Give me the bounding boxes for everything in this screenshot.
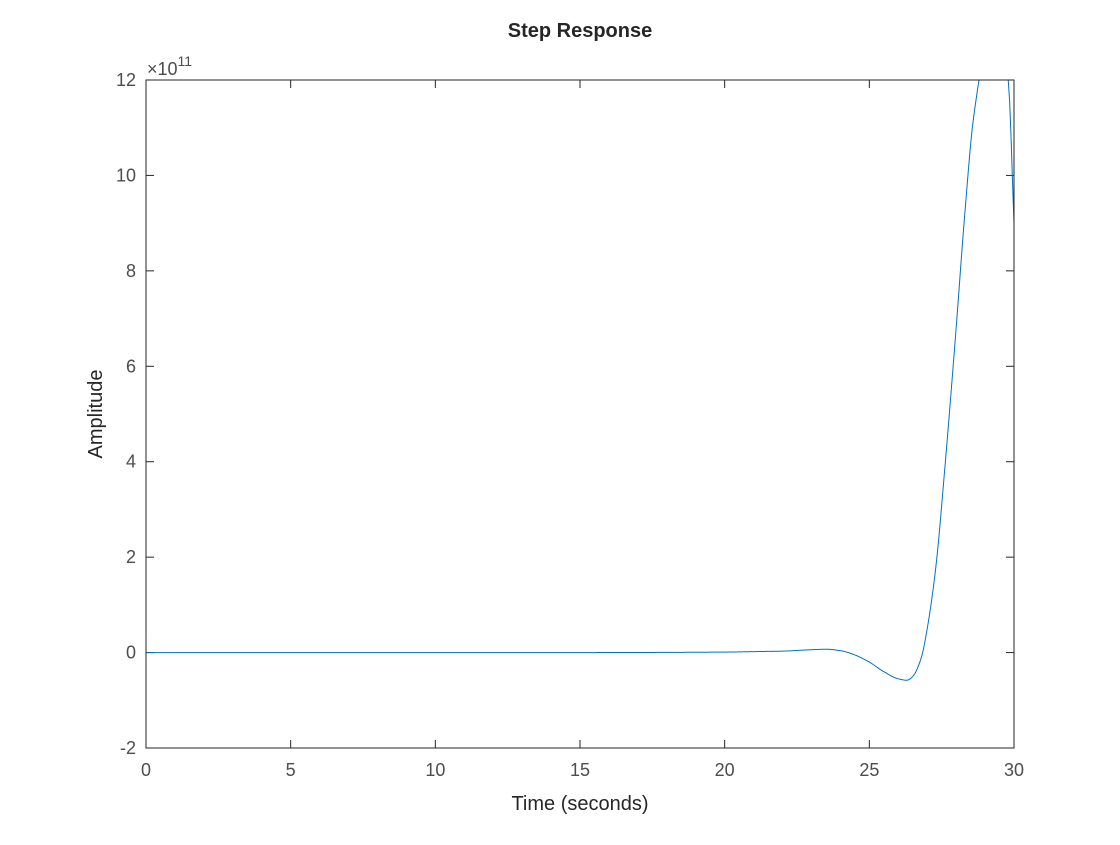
y-tick-label: 0 <box>126 643 136 663</box>
x-tick-label: 25 <box>859 760 879 780</box>
x-tick-label: 5 <box>286 760 296 780</box>
x-tick-label: 10 <box>425 760 445 780</box>
y-tick-label: 10 <box>116 165 136 185</box>
chart-title: Step Response <box>508 20 652 42</box>
y-tick-label: 12 <box>116 70 136 90</box>
x-axis-label: Time (seconds) <box>511 793 648 815</box>
x-tick-label: 0 <box>141 760 151 780</box>
y-tick-label: 6 <box>126 356 136 376</box>
y-exponent-power: 11 <box>178 53 193 69</box>
y-exponent-label: ×1011 <box>147 53 192 79</box>
y-tick-label: 8 <box>126 261 136 281</box>
series-line <box>146 80 1014 681</box>
y-tick-label: -2 <box>120 738 136 758</box>
axes-box <box>145 79 1015 749</box>
plot-area <box>146 80 1014 748</box>
x-tick-label: 15 <box>570 760 590 780</box>
x-tick-label: 20 <box>715 760 735 780</box>
x-tick-label: 30 <box>1004 760 1024 780</box>
y-axis-label: Amplitude <box>85 370 107 459</box>
y-tick-label: 2 <box>126 547 136 567</box>
y-tick-label: 4 <box>126 452 136 472</box>
